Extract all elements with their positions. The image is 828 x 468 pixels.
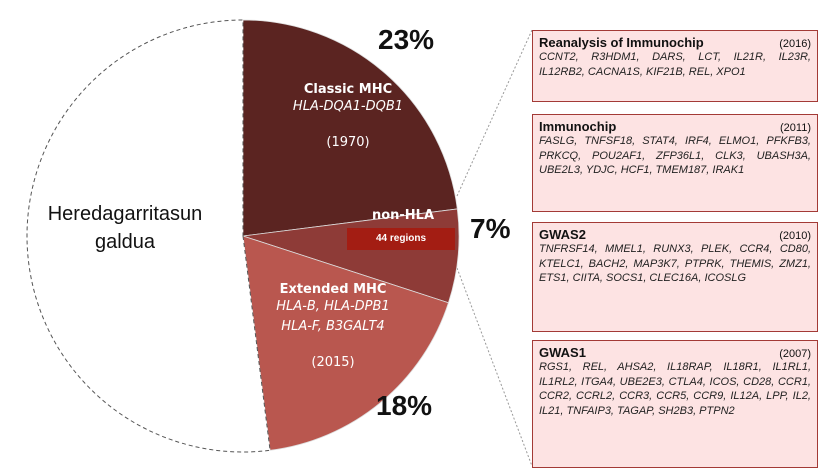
study-genes: CCNT2, R3HDM1, DARS, LCT, IL21R, IL23R, … bbox=[539, 51, 811, 78]
pie-slice bbox=[242, 19, 458, 237]
slice-genes: HLA-B, HLA-DPB1 bbox=[276, 299, 390, 314]
slice-label-group: Extended MHC HLA-B, HLA-DPB1 HLA-F, B3GALT… bbox=[258, 282, 408, 370]
study-year: (2016) bbox=[779, 38, 811, 50]
slice-label: Heredagarritasun galdua bbox=[47, 203, 203, 253]
study-header: Reanalysis of Immunochip (2016) bbox=[539, 35, 811, 50]
study-year: (2007) bbox=[779, 348, 811, 360]
value-label: 18% bbox=[376, 390, 433, 421]
study-panel: Immunochip (2011) FASLG, TNFSF18, STAT4, I… bbox=[532, 114, 818, 212]
study-genes: FASLG, TNFSF18, STAT4, IRF4, ELMO1, PFKF… bbox=[539, 135, 811, 176]
slice-genes: HLA-DQA1-DQB1 bbox=[292, 99, 404, 114]
study-header: GWAS1 (2007) bbox=[539, 345, 811, 360]
study-year: (2010) bbox=[779, 230, 811, 242]
study-header: GWAS2 (2010) bbox=[539, 227, 811, 242]
slice-genes: HLA-F, B3GALT4 bbox=[281, 319, 385, 334]
study-title: GWAS2 bbox=[539, 227, 586, 242]
slice-year: (1970) bbox=[326, 135, 370, 150]
connector bbox=[456, 267, 533, 467]
slice-year: (2015) bbox=[311, 355, 355, 370]
study-year: (2011) bbox=[780, 122, 811, 134]
annotation: 44 regions bbox=[347, 228, 455, 250]
connector bbox=[456, 29, 533, 197]
value-label: 23% bbox=[378, 24, 435, 55]
study-header: Immunochip (2011) bbox=[539, 119, 811, 134]
study-panel: GWAS1 (2007) RGS1, REL, AHSA2, IL18RAP, IL… bbox=[532, 340, 818, 468]
value-label: 7% bbox=[470, 213, 511, 244]
slice-label-group: non-HLA bbox=[348, 208, 458, 223]
pie-slice bbox=[242, 235, 449, 451]
pie-slice bbox=[26, 19, 271, 453]
study-title: GWAS1 bbox=[539, 345, 586, 360]
study-panel: GWAS2 (2010) TNFRSF14, MMEL1, RUNX3, PLEK,… bbox=[532, 222, 818, 332]
study-panel: Reanalysis of Immunochip (2016) CCNT2, R3H… bbox=[532, 30, 818, 102]
study-genes: TNFRSF14, MMEL1, RUNX3, PLEK, CCR4, CD80… bbox=[539, 243, 811, 284]
slice-label-group: Classic MHC HLA-DQA1-DQB1 (1970) bbox=[268, 82, 428, 150]
slice-label: Classic MHC bbox=[303, 82, 393, 97]
study-genes: RGS1, REL, AHSA2, IL18RAP, IL18R1, IL1RL… bbox=[539, 361, 811, 417]
slice-label: non-HLA bbox=[371, 208, 435, 223]
slice-label: Extended MHC bbox=[279, 282, 387, 297]
study-title: Reanalysis of Immunochip bbox=[539, 35, 704, 50]
study-title: Immunochip bbox=[539, 119, 617, 134]
